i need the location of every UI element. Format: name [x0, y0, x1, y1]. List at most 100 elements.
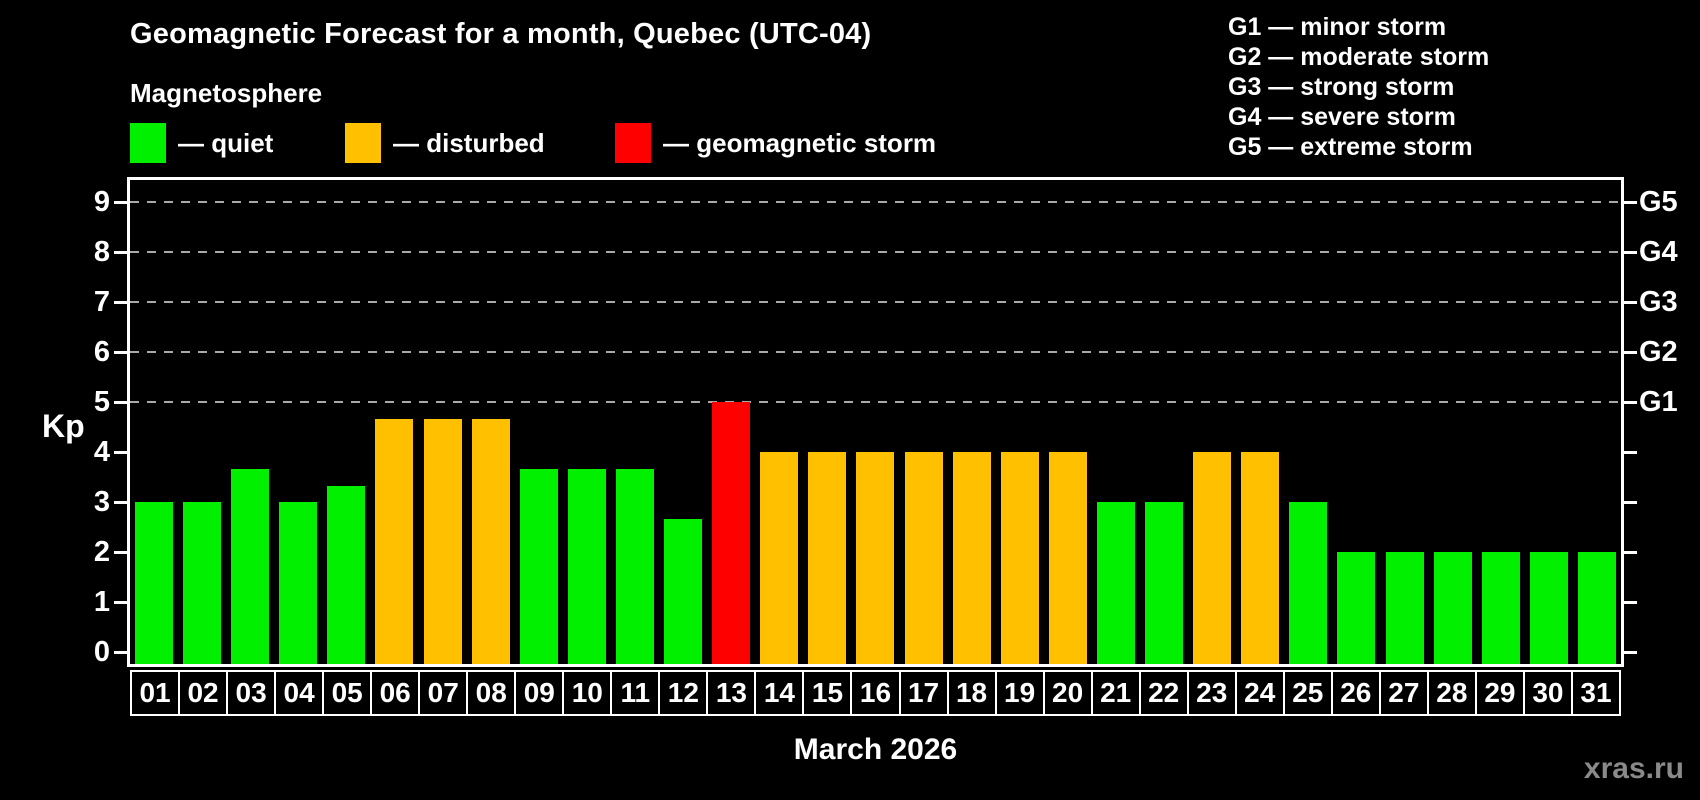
g-scale-label-g5: G5 — [1639, 186, 1678, 218]
y-tick-label-5: 5 — [93, 386, 110, 418]
day-label-12: 12 — [658, 670, 709, 716]
chart-subtitle: Magnetosphere — [130, 78, 323, 108]
kp-bar-day-02 — [183, 502, 222, 664]
right-tick-kp8 — [1624, 251, 1637, 254]
day-label-02: 02 — [178, 670, 229, 716]
left-tick-kp8 — [114, 251, 127, 254]
day-label-10: 10 — [562, 670, 613, 716]
legend-label-storm: — geomagnetic storm — [663, 127, 937, 158]
day-label-29: 29 — [1474, 670, 1525, 716]
gridline-kp6 — [130, 351, 1621, 353]
kp-bar-day-03 — [231, 468, 270, 664]
g-scale-label-g2: G2 — [1639, 336, 1678, 368]
x-axis-title: March 2026 — [793, 733, 958, 766]
day-label-25: 25 — [1282, 670, 1333, 716]
right-tick-kp4 — [1624, 451, 1637, 454]
gridline-kp9 — [130, 201, 1621, 203]
kp-bar-day-11 — [615, 468, 654, 664]
day-label-08: 08 — [466, 670, 517, 716]
day-label-15: 15 — [802, 670, 853, 716]
day-label-28: 28 — [1426, 670, 1477, 716]
y-tick-label-0: 0 — [93, 636, 110, 668]
g-scale-label-g1: G1 — [1639, 386, 1678, 418]
legend-item-storm: — geomagnetic storm — [615, 122, 936, 164]
day-label-24: 24 — [1234, 670, 1285, 716]
kp-bar-day-08 — [471, 418, 510, 664]
x-axis-day-labels: 01 02 03 04 05 06 07 08 09 10 11 12 13 14 15 16 17 18 19 20… — [130, 670, 1621, 716]
quiet-color-swatch — [130, 123, 166, 163]
day-label-03: 03 — [226, 670, 277, 716]
y-tick-label-4: 4 — [93, 436, 110, 468]
kp-bar-day-26 — [1337, 552, 1376, 664]
kp-bar-day-17 — [904, 452, 943, 664]
legend-item-quiet: — quiet — [130, 122, 273, 164]
y-tick-label-7: 7 — [93, 286, 110, 318]
left-tick-kp9 — [114, 201, 127, 204]
kp-bar-day-09 — [519, 468, 558, 664]
y-tick-label-3: 3 — [93, 486, 110, 518]
day-label-23: 23 — [1186, 670, 1237, 716]
storm-scale-line-g2: G2 — moderate storm — [1228, 43, 1490, 71]
kp-bar-day-20 — [1048, 452, 1087, 664]
disturbed-color-swatch — [345, 123, 381, 163]
kp-bar-day-07 — [423, 418, 462, 664]
left-tick-kp7 — [114, 301, 127, 304]
kp-bar-day-19 — [1000, 452, 1039, 664]
y-axis-title: Kp — [42, 408, 85, 444]
kp-bar-day-31 — [1577, 552, 1616, 664]
day-label-20: 20 — [1042, 670, 1093, 716]
left-tick-kp5 — [114, 401, 127, 404]
storm-scale-legend: G1 — minor storm G2 — moderate storm G3 — … — [1228, 12, 1489, 162]
plot-area: 0 1 2 3 4 5 6 7 8 9 G1 G2 G3 G4 G5 — [94, 177, 1678, 668]
y-tick-label-8: 8 — [93, 236, 110, 268]
gridline-kp5 — [130, 401, 1621, 403]
day-label-30: 30 — [1522, 670, 1573, 716]
day-label-27: 27 — [1378, 670, 1429, 716]
left-tick-kp4 — [114, 451, 127, 454]
kp-bar-day-21 — [1096, 502, 1135, 664]
kp-bar-day-01 — [135, 502, 173, 664]
right-tick-kp9 — [1624, 201, 1637, 204]
watermark: xras.ru — [1583, 752, 1684, 785]
kp-bar-day-25 — [1289, 502, 1328, 664]
legend-item-disturbed: — disturbed — [345, 122, 545, 164]
storm-scale-line-g4: G4 — severe storm — [1228, 103, 1456, 131]
day-label-14: 14 — [754, 670, 805, 716]
kp-bar-day-27 — [1385, 552, 1424, 664]
day-label-09: 09 — [514, 670, 565, 716]
right-tick-kp5 — [1624, 401, 1637, 404]
y-tick-label-1: 1 — [93, 586, 110, 618]
day-label-06: 06 — [370, 670, 421, 716]
storm-scale-line-g5: G5 — extreme storm — [1228, 133, 1473, 161]
chart-title: Geomagnetic Forecast for a month, Quebec… — [130, 18, 872, 50]
right-tick-kp0 — [1624, 651, 1637, 654]
day-label-19: 19 — [994, 670, 1045, 716]
right-tick-kp2 — [1624, 551, 1637, 554]
y-tick-label-2: 2 — [93, 536, 110, 568]
kp-bar-day-05 — [327, 485, 366, 664]
right-tick-kp3 — [1624, 501, 1637, 504]
kp-bar-day-22 — [1145, 502, 1184, 664]
kp-bar-day-23 — [1193, 452, 1232, 664]
left-tick-kp2 — [114, 551, 127, 554]
day-label-13: 13 — [706, 670, 757, 716]
day-label-26: 26 — [1330, 670, 1381, 716]
day-label-05: 05 — [322, 670, 373, 716]
kp-bar-day-16 — [856, 452, 895, 664]
legend-label-quiet: — quiet — [178, 127, 274, 158]
day-label-31: 31 — [1570, 670, 1621, 716]
kp-bar-day-30 — [1529, 552, 1568, 664]
day-label-21: 21 — [1090, 670, 1141, 716]
left-tick-kp0 — [114, 651, 127, 654]
kp-bar-day-06 — [375, 418, 414, 664]
day-label-18: 18 — [946, 670, 997, 716]
gridline-kp7 — [130, 301, 1621, 303]
left-tick-kp1 — [114, 601, 127, 604]
kp-bar-day-15 — [808, 452, 847, 664]
left-tick-kp6 — [114, 351, 127, 354]
legend-label-disturbed: — disturbed — [393, 127, 545, 158]
day-label-17: 17 — [898, 670, 949, 716]
day-label-11: 11 — [610, 670, 661, 716]
kp-bar-day-28 — [1433, 552, 1472, 664]
